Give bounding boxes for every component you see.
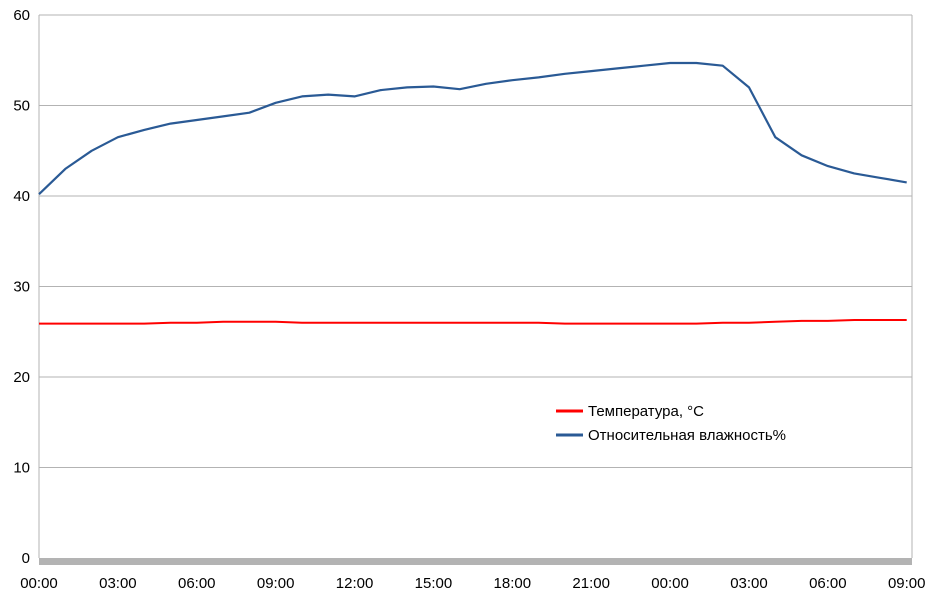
x-tick-label: 09:00 — [257, 575, 295, 592]
y-tick-label: 40 — [13, 188, 30, 205]
y-tick-label: 20 — [13, 369, 30, 386]
x-axis-tick-labels: 00:00 03:00 06:00 09:00 12:00 15:00 18:00 21:00… — [20, 575, 925, 592]
legend: Температура, °C Относительная влажность% — [556, 403, 786, 444]
x-tick-label: 00:00 — [651, 575, 689, 592]
x-tick-label: 03:00 — [730, 575, 768, 592]
x-tick-label: 15:00 — [415, 575, 453, 592]
x-tick-label: 06:00 — [809, 575, 847, 592]
x-tick-label: 18:00 — [494, 575, 532, 592]
y-tick-label: 60 — [13, 7, 30, 24]
y-tick-label: 50 — [13, 98, 30, 115]
y-axis-tick-labels: 0 10 20 30 40 50 60 — [13, 7, 30, 567]
x-tick-label: 12:00 — [336, 575, 374, 592]
x-tick-label: 00:00 — [20, 575, 58, 592]
x-tick-label: 03:00 — [99, 575, 137, 592]
series-lines — [38, 61, 907, 325]
x-tick-label: 09:00 — [888, 575, 926, 592]
x-tick-label: 06:00 — [178, 575, 216, 592]
x-tick-label: 21:00 — [572, 575, 610, 592]
temperature-line — [39, 319, 907, 325]
humidity-line — [38, 61, 907, 195]
legend-label-temperature: Температура, °C — [588, 403, 704, 420]
y-tick-label: 0 — [22, 550, 30, 567]
gridlines — [39, 14, 912, 468]
y-tick-label: 30 — [13, 279, 30, 296]
plot-floor — [39, 558, 912, 565]
legend-label-humidity: Относительная влажность% — [588, 427, 786, 444]
y-tick-label: 10 — [13, 460, 30, 477]
